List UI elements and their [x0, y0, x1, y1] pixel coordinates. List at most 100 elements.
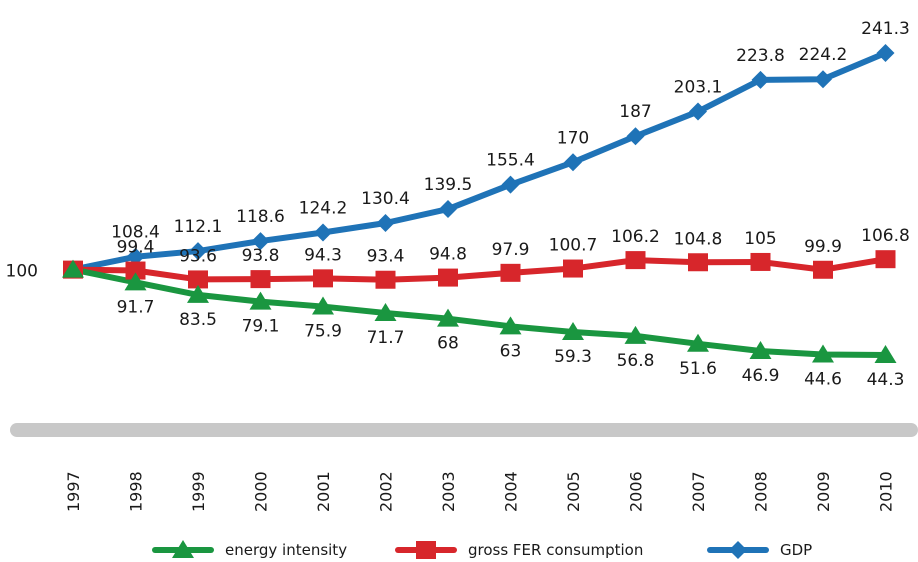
- point-triangle-2002: [374, 302, 397, 321]
- point-triangle-1997: [62, 259, 84, 278]
- data-label-energy-2005: 59.3: [554, 347, 592, 367]
- data-label-gdp-2006: 187: [619, 102, 651, 122]
- series-line-gross-fer-consumption: [70, 256, 889, 283]
- data-label-fer-2007: 104.8: [674, 229, 723, 249]
- legend-label-gross-fer-consumption: gross FER consumption: [468, 541, 643, 559]
- point-square-2009: [813, 260, 833, 279]
- point-diamond-2006: [626, 127, 645, 146]
- point-diamond-2009: [814, 70, 832, 89]
- x-tick-2010: 2010: [877, 471, 896, 512]
- point-diamond-2001: [314, 223, 332, 242]
- point-triangle-2003: [437, 308, 459, 327]
- x-tick-2007: 2007: [689, 471, 708, 512]
- series-markers: [62, 44, 897, 363]
- data-label-energy-2004: 63: [500, 341, 522, 361]
- legend-marker-triangle: [172, 540, 194, 558]
- data-label-gdp-2004: 155.4: [486, 151, 535, 171]
- data-label-fer-1998: 99.4: [117, 238, 155, 258]
- data-label-gdp-2002: 130.4: [361, 189, 410, 209]
- data-label-energy-1998: 91.7: [117, 297, 155, 317]
- data-label-fer-2004: 97.9: [492, 240, 530, 260]
- x-tick-2002: 2002: [377, 471, 396, 512]
- data-label-gdp-2007: 203.1: [674, 78, 723, 98]
- data-label-start: 100: [6, 262, 38, 282]
- point-diamond-1999: [189, 242, 207, 261]
- legend: energy intensity gross FER consumption GDP: [152, 540, 812, 559]
- x-tick-2004: 2004: [502, 471, 521, 512]
- point-square-2005: [563, 259, 583, 278]
- point-triangle-2010: [874, 345, 897, 363]
- point-square-2003: [438, 268, 458, 287]
- series-lines: [70, 50, 889, 358]
- x-tick-2006: 2006: [627, 471, 646, 512]
- data-label-gdp-2003: 139.5: [424, 175, 473, 195]
- data-label-fer-2009: 99.9: [804, 237, 842, 257]
- point-diamond-2005: [564, 153, 582, 172]
- series-line-energy-intensity: [70, 266, 889, 358]
- point-triangle-2004: [499, 316, 522, 335]
- x-tick-2008: 2008: [752, 471, 771, 512]
- point-square-2004: [500, 263, 521, 282]
- data-label-fer-1999: 93.6: [179, 246, 217, 266]
- data-label-energy-2003: 68: [437, 334, 459, 354]
- point-square-2002: [375, 270, 396, 289]
- data-label-energy-2006: 56.8: [617, 351, 655, 371]
- series-line-gdp: [70, 50, 889, 273]
- point-diamond-2004: [501, 175, 520, 194]
- legend-marker-diamond: [729, 541, 747, 559]
- data-label-gdp-1999: 112.1: [174, 217, 223, 237]
- data-label-energy-1999: 83.5: [179, 310, 217, 330]
- data-label-energy-2008: 46.9: [742, 366, 780, 386]
- data-label-energy-2010: 44.3: [867, 370, 905, 390]
- data-label-energy-2009: 44.6: [804, 370, 842, 390]
- point-diamond-2002: [376, 214, 395, 233]
- point-square-2008: [750, 252, 771, 271]
- point-diamond-2008: [751, 70, 770, 89]
- legend-label-gdp: GDP: [780, 541, 812, 559]
- x-tick-2005: 2005: [564, 471, 583, 512]
- point-diamond-2010: [876, 44, 895, 62]
- point-triangle-2006: [624, 325, 647, 344]
- point-triangle-1999: [187, 284, 209, 303]
- data-label-fer-2008: 105: [744, 229, 776, 249]
- point-square-1998: [125, 261, 146, 280]
- x-tick-2000: 2000: [252, 471, 271, 512]
- point-diamond-1998: [126, 247, 145, 266]
- point-triangle-2009: [812, 344, 834, 363]
- x-tick-1997: 1997: [64, 471, 83, 512]
- point-square-2006: [625, 251, 646, 270]
- x-axis-bar: [10, 423, 918, 437]
- x-tick-2001: 2001: [314, 471, 333, 512]
- data-label-energy-2007: 51.6: [679, 359, 717, 379]
- point-square-2000: [250, 270, 271, 289]
- point-square-2001: [313, 269, 333, 288]
- point-square-2010: [875, 250, 896, 269]
- data-label-fer-2003: 94.8: [429, 245, 467, 265]
- data-label-fer-2006: 106.2: [611, 227, 660, 247]
- data-label-gdp-1998: 108.4: [111, 223, 160, 243]
- point-diamond-2007: [689, 102, 707, 121]
- point-triangle-2007: [687, 333, 709, 352]
- x-tick-2009: 2009: [814, 471, 833, 512]
- data-label-gdp-2000: 118.6: [236, 207, 285, 227]
- data-label-fer-2002: 93.4: [367, 247, 405, 267]
- point-diamond-2003: [439, 200, 457, 219]
- x-tick-labels: 1997 1998 1999 2000 2001 2002 2003 2004 2005 2006…: [64, 471, 896, 512]
- data-label-gdp-2008: 223.8: [736, 46, 785, 66]
- point-square-1999: [188, 270, 208, 289]
- data-labels: 100 108.4 112.1 118.6 124.2 130.4 139.5 155.4 17…: [6, 19, 910, 390]
- point-triangle-2008: [749, 341, 772, 360]
- point-diamond-2000: [251, 232, 270, 251]
- data-label-fer-2010: 106.8: [861, 226, 910, 246]
- legend-label-energy-intensity: energy intensity: [225, 541, 347, 559]
- data-label-fer-2005: 100.7: [549, 236, 598, 256]
- x-tick-1999: 1999: [189, 471, 208, 512]
- point-triangle-1998: [124, 272, 147, 291]
- data-label-gdp-2009: 224.2: [799, 45, 848, 65]
- data-label-fer-2001: 94.3: [304, 245, 342, 265]
- data-label-energy-2000: 79.1: [242, 317, 280, 337]
- data-label-gdp-2005: 170: [557, 128, 589, 148]
- data-label-energy-2001: 75.9: [304, 322, 342, 342]
